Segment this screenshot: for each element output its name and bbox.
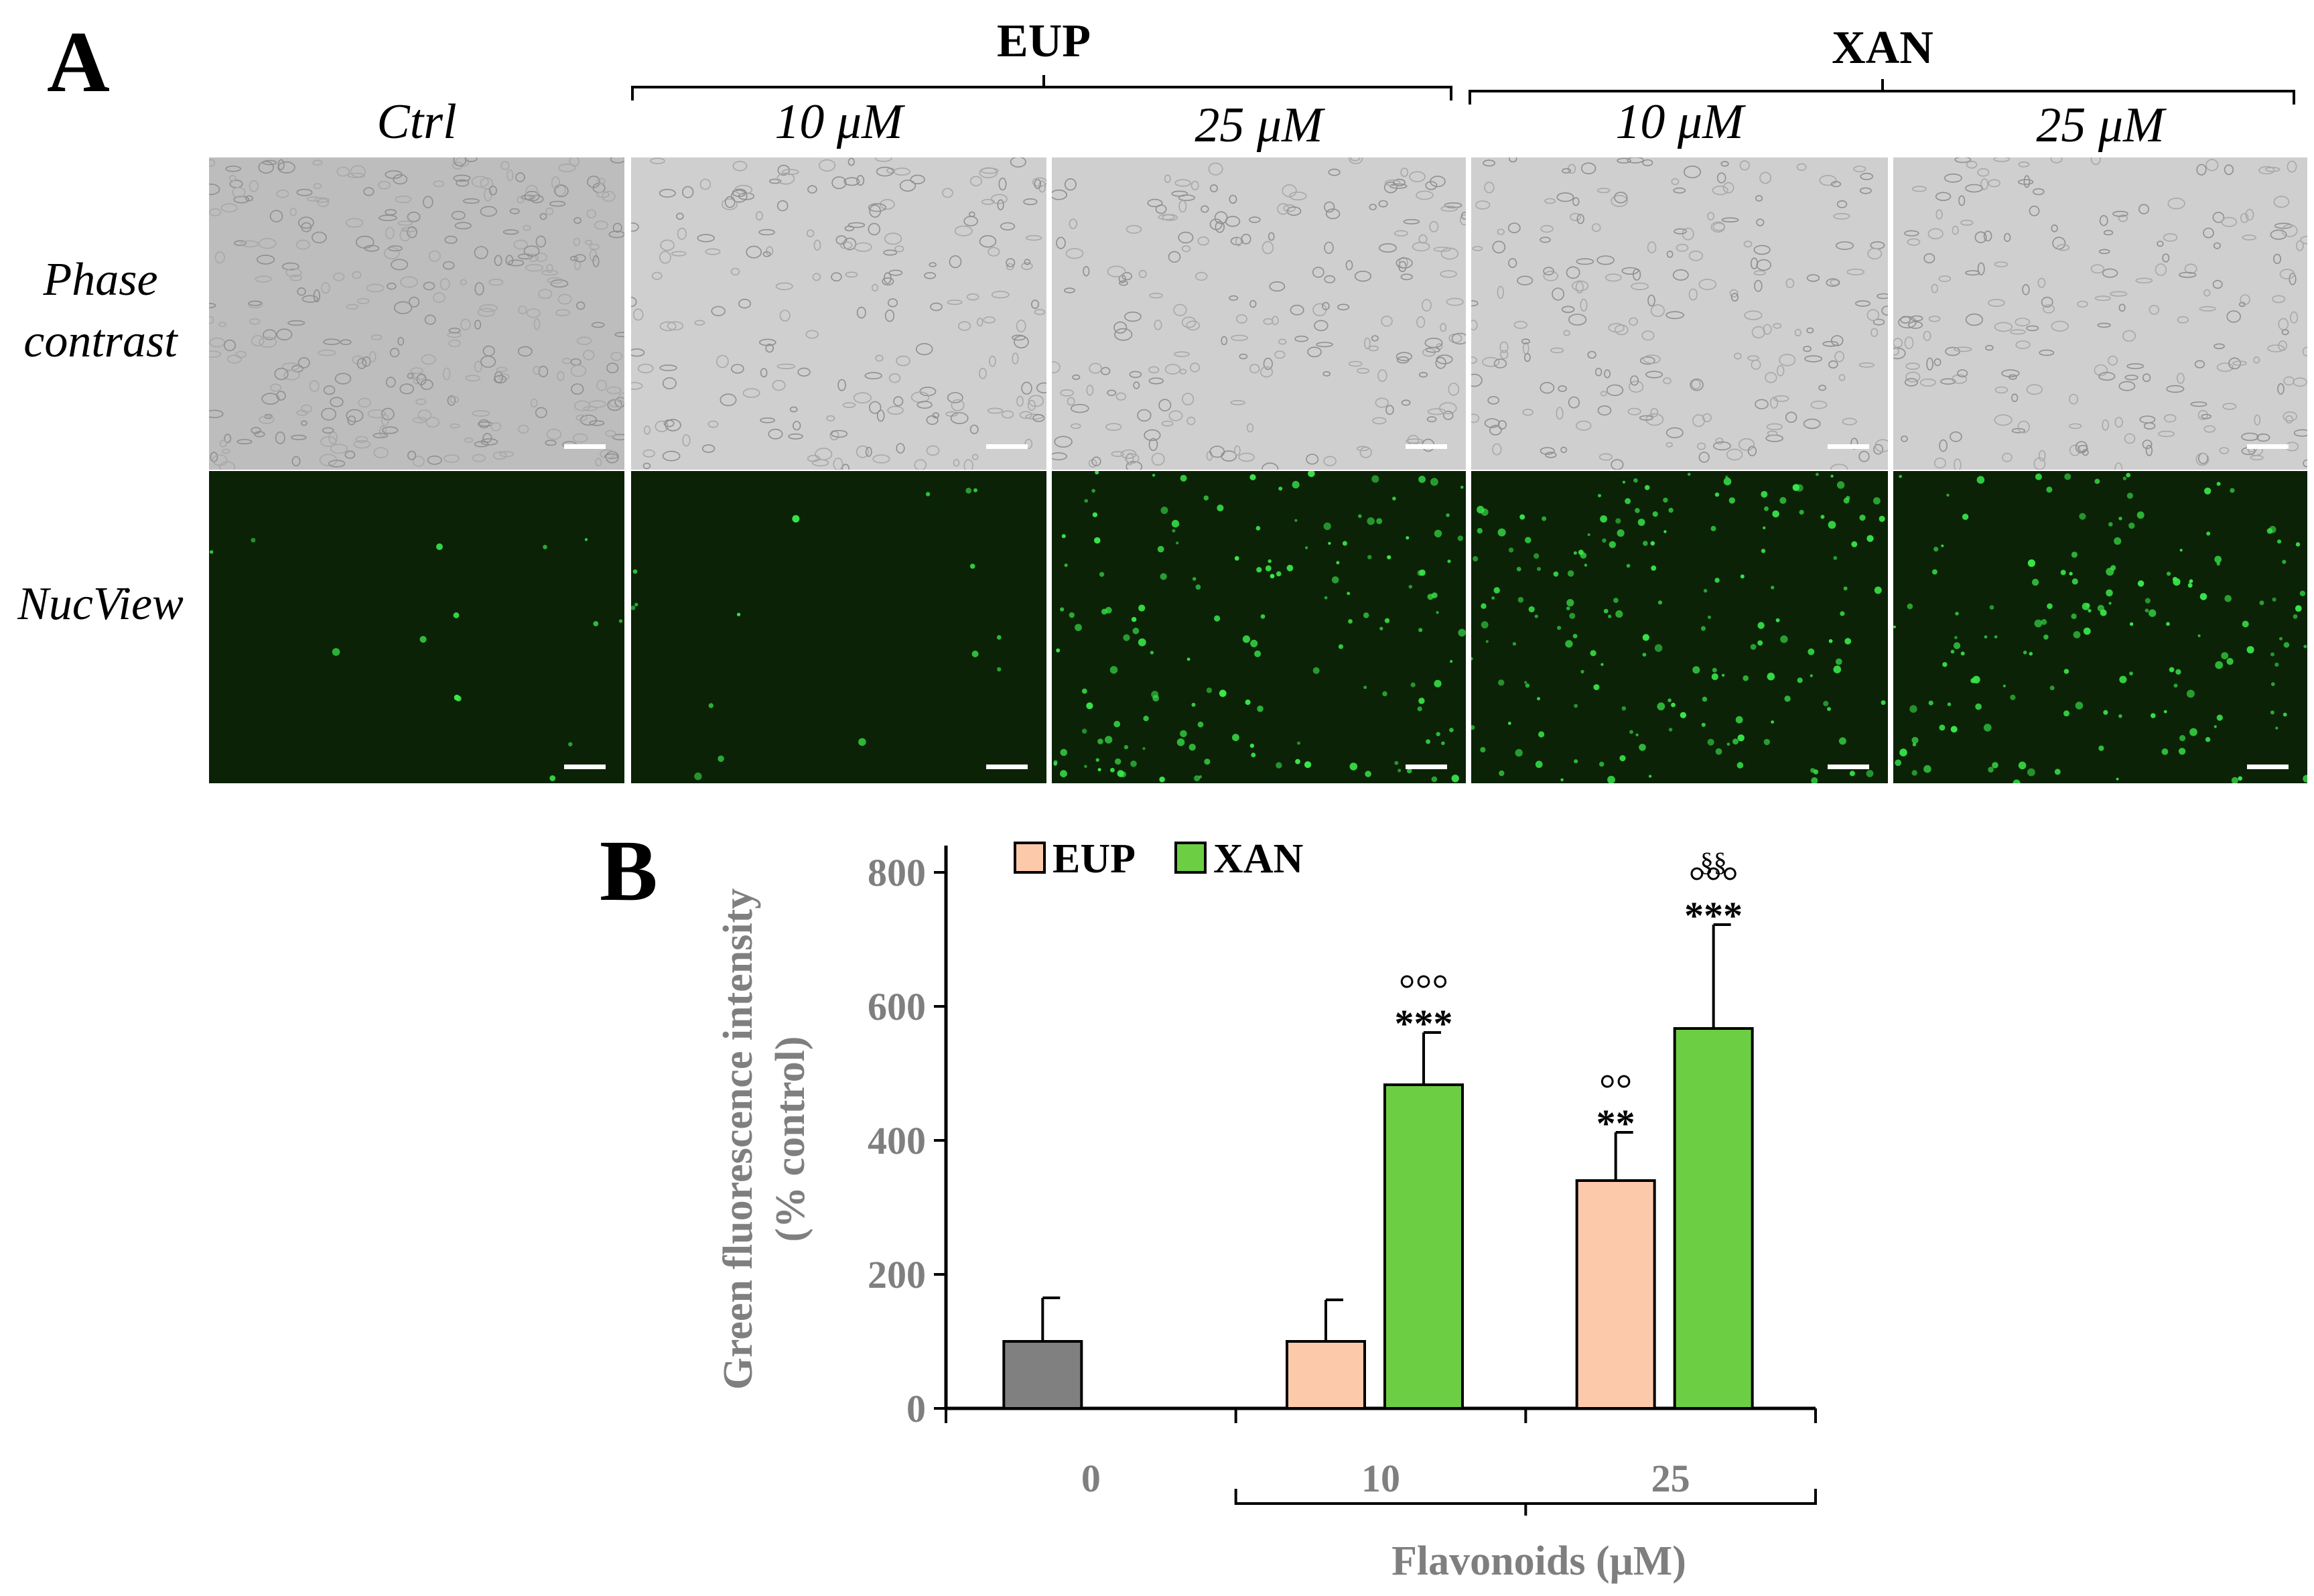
bar-eup-25 <box>1575 1179 1656 1410</box>
y-tick-label-4: 800 <box>868 851 926 894</box>
column-label-2: 25 μM <box>1195 98 1323 153</box>
column-label-1: 10 μM <box>774 94 903 149</box>
nucview-image-2 <box>1052 471 1466 783</box>
column-label-0: Ctrl <box>377 94 457 149</box>
y-axis-title-line2: (% control) <box>768 1036 813 1242</box>
significance-2-2: *** <box>1684 894 1743 937</box>
column-label-4: 25 μM <box>2036 98 2165 153</box>
significance-0-1: *** <box>1395 1002 1453 1045</box>
bar-ctrl-0 <box>1002 1340 1083 1410</box>
y-axis-title-line1: Green fluorescence intensity <box>716 888 761 1390</box>
significance-1-0: °° <box>1599 1067 1633 1112</box>
row-label-line2: contrast <box>23 316 178 367</box>
y-tick-label-2: 400 <box>868 1119 926 1162</box>
significance-1-1: ** <box>1596 1102 1635 1145</box>
row-label-line1: Phase <box>43 254 158 306</box>
phase-contrast-image-2 <box>1052 157 1466 470</box>
nucview-image-4 <box>1893 471 2307 783</box>
panel-b-letter: B <box>600 823 658 919</box>
x-tick-label-0: 0 <box>1081 1457 1101 1500</box>
row-label-1: NucView <box>0 574 201 635</box>
significance-0-0: °°° <box>1399 967 1448 1012</box>
phase-contrast-image-0 <box>209 157 624 470</box>
group-brackets <box>631 75 2295 105</box>
significance-2-1: °°° <box>1688 859 1738 905</box>
y-tick-label-3: 600 <box>868 985 926 1028</box>
phase-contrast-image-1 <box>631 157 1046 470</box>
bar-eup-10 <box>1286 1340 1366 1410</box>
panel-a-letter: A <box>47 14 110 111</box>
bar-xan-25 <box>1673 1027 1754 1410</box>
y-tick-label-1: 200 <box>868 1253 926 1296</box>
y-tick-label-0: 0 <box>906 1387 926 1431</box>
significance-2-0: §§ <box>1700 847 1727 877</box>
row-label-line1: NucView <box>17 578 184 630</box>
row-label-0: Phase contrast <box>0 249 201 373</box>
legend-label-eup: EUP <box>1052 836 1136 882</box>
nucview-image-0 <box>209 471 624 783</box>
bar-xan-10 <box>1383 1083 1464 1410</box>
x-category-bracket <box>1234 1489 1817 1516</box>
phase-contrast-image-3 <box>1471 157 1888 470</box>
group-bracket-0 <box>631 75 1452 101</box>
phase-contrast-image-4 <box>1893 157 2307 470</box>
legend-swatch-eup <box>1014 842 1046 874</box>
legend-swatch-xan <box>1174 842 1207 874</box>
legend-label-xan: XAN <box>1213 836 1303 882</box>
group-label-1: XAN <box>1832 22 1933 74</box>
x-tick-label-1: 10 <box>1361 1457 1400 1500</box>
x-axis-title: Flavonoids (μM) <box>1391 1538 1686 1584</box>
x-tick-label-2: 25 <box>1651 1457 1690 1500</box>
nucview-image-3 <box>1471 471 1888 783</box>
column-label-3: 10 μM <box>1615 94 1744 149</box>
nucview-image-1 <box>631 471 1046 783</box>
group-label-0: EUP <box>997 15 1091 67</box>
group-bracket-1 <box>1469 79 2295 105</box>
